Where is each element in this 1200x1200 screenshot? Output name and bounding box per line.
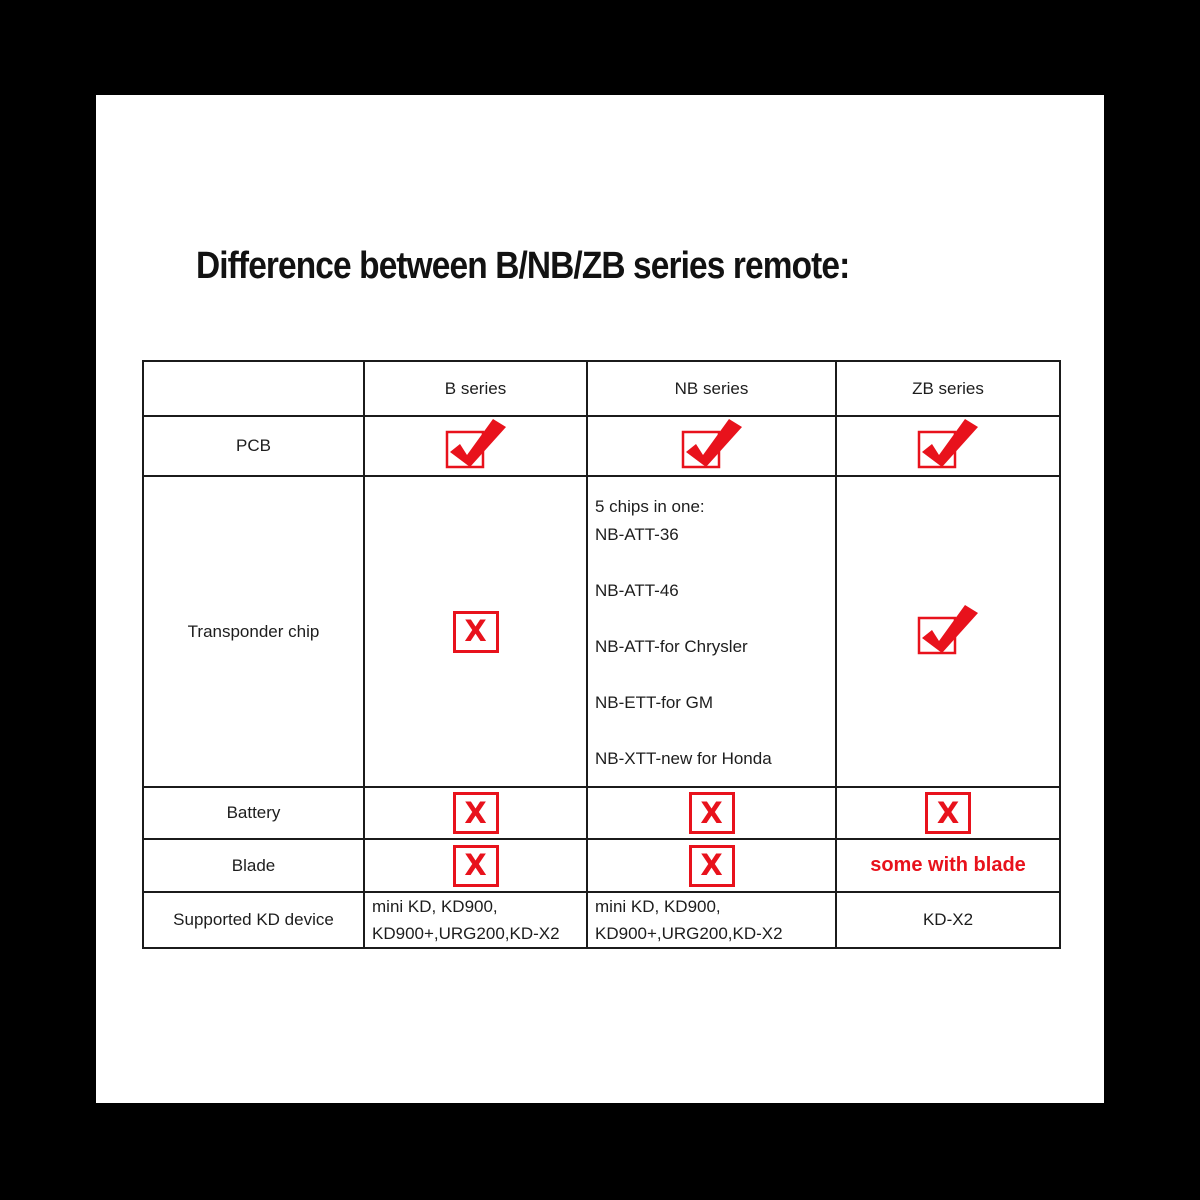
column-header: ZB series [835, 360, 1061, 417]
page-background: Difference between B/NB/ZB series remote… [96, 95, 1104, 1103]
table-cell: KD-X2 [835, 891, 1061, 949]
check-icon [445, 417, 507, 470]
cell-text-line: KD900+,URG200,KD-X2 [372, 924, 560, 943]
check-icon [681, 417, 743, 470]
cell-text-line: 5 chips in one: [595, 497, 705, 516]
table-cell [835, 415, 1061, 477]
table-cell: mini KD, KD900, KD900+,URG200,KD-X2 [586, 891, 837, 949]
comparison-table: B series NB series ZB series PCB Transponde… [142, 360, 1061, 949]
cell-text-line: mini KD, KD900, [595, 897, 721, 916]
cell-text-line: NB-ATT-46 [595, 581, 679, 600]
table-cell [586, 415, 837, 477]
cell-text-line: mini KD, KD900, [372, 897, 498, 916]
table-cell: some with blade [835, 838, 1061, 893]
cross-icon: X [452, 792, 499, 834]
table-cell: X [363, 838, 588, 893]
row-label: PCB [142, 415, 365, 477]
table-cell: X [586, 838, 837, 893]
table-body: PCB Transponder chip X 5 chips in one: NB-AT… [142, 415, 1061, 949]
header-row: B series NB series ZB series [142, 360, 1061, 417]
table-row: Transponder chip X 5 chips in one: NB-ATT-3… [142, 475, 1061, 788]
cell-text-line: NB-ATT-for Chrysler [595, 637, 748, 656]
column-header: B series [363, 360, 588, 417]
cell-text: KD-X2 [922, 910, 974, 929]
cross-icon: X [688, 844, 735, 887]
row-label: Supported KD device [142, 891, 365, 949]
table-cell [835, 475, 1061, 788]
cross-icon: X [452, 844, 499, 887]
row-label: Blade [142, 838, 365, 893]
cross-icon: X [688, 792, 735, 834]
row-label: Transponder chip [142, 475, 365, 788]
cell-text-line: NB-ETT-for GM [595, 693, 714, 712]
column-header: NB series [586, 360, 837, 417]
cell-text-line: NB-XTT-new for Honda [595, 749, 772, 768]
cross-icon: X [452, 610, 499, 653]
table-cell: X [586, 786, 837, 840]
table-cell: X [363, 786, 588, 840]
comparison-table-wrap: B series NB series ZB series PCB Transponde… [142, 360, 1061, 949]
table-row: Supported KD device mini KD, KD900, KD900+… [142, 891, 1061, 949]
row-label: Battery [142, 786, 365, 840]
table-cell: 5 chips in one: NB-ATT-36 NB-ATT-46 NB-ATT-… [586, 475, 837, 788]
table-cell: mini KD, KD900, KD900+,URG200,KD-X2 [363, 891, 588, 949]
corner-cell [142, 360, 365, 417]
table-row: Battery X X X [142, 786, 1061, 840]
cell-text-line: NB-ATT-36 [595, 525, 679, 544]
cell-text: some with blade [870, 854, 1026, 876]
table-cell [363, 415, 588, 477]
check-icon [917, 603, 979, 655]
cross-icon: X [925, 792, 971, 834]
table-cell: X [363, 475, 588, 788]
page-title: Difference between B/NB/ZB series remote… [196, 245, 850, 287]
table-cell: X [835, 786, 1061, 840]
check-icon [917, 417, 979, 470]
table-row: PCB [142, 415, 1061, 477]
cell-text-line: KD900+,URG200,KD-X2 [595, 924, 783, 943]
